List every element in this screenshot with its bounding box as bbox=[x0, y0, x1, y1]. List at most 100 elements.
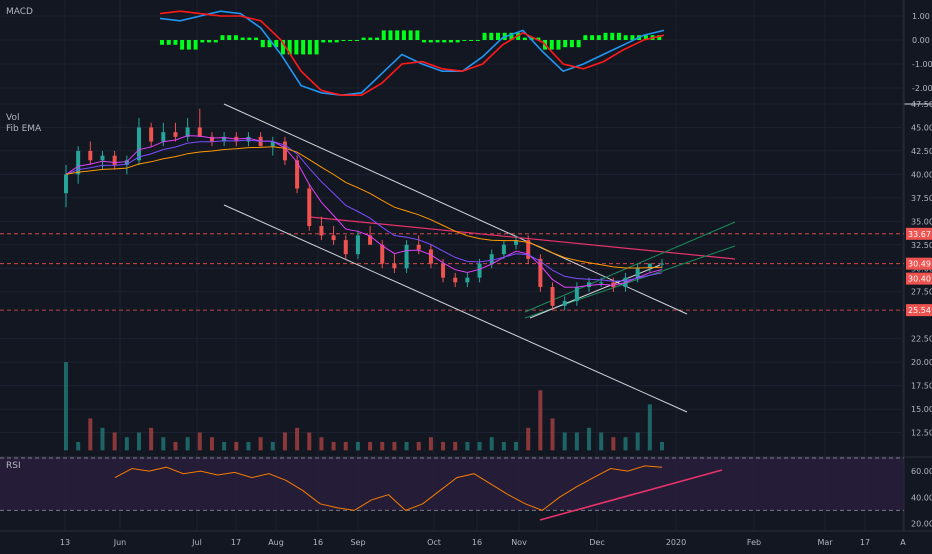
signal-line bbox=[159, 10, 665, 96]
price-label-box bbox=[906, 257, 932, 270]
macd-histogram-bar bbox=[368, 37, 373, 40]
candle-body bbox=[368, 235, 373, 245]
candle-body bbox=[501, 244, 506, 255]
macd-histogram-bar bbox=[643, 35, 648, 40]
candle-body bbox=[209, 136, 214, 142]
volume-bar bbox=[526, 427, 531, 451]
price-label-box bbox=[906, 227, 932, 240]
volume-bar bbox=[76, 441, 81, 451]
volume-bar bbox=[562, 432, 567, 451]
volume-bar bbox=[538, 390, 543, 451]
time-tick-label: Jun bbox=[113, 538, 127, 547]
price-label-text: 30.40 bbox=[908, 275, 931, 284]
volume-bar bbox=[270, 441, 275, 451]
volume-bar bbox=[574, 432, 579, 451]
candle-body bbox=[562, 301, 567, 306]
macd-histogram-bar bbox=[455, 40, 460, 43]
rsi-line bbox=[114, 465, 663, 511]
volume-bar bbox=[307, 432, 312, 451]
macd-histogram-bar bbox=[274, 40, 279, 48]
price-label-box bbox=[906, 304, 932, 317]
volume-bar bbox=[368, 441, 373, 451]
candle-body bbox=[538, 258, 543, 288]
macd-histogram-bar bbox=[207, 40, 212, 43]
time-tick-label: 16 bbox=[313, 538, 323, 547]
time-tick-label: Oct bbox=[427, 538, 441, 547]
macd-histogram-bar bbox=[610, 32, 615, 40]
macd-histogram-bar bbox=[314, 40, 319, 55]
macd-tick-label: -1.00 bbox=[912, 60, 932, 69]
candle-body bbox=[441, 263, 446, 278]
macd-histogram-bar bbox=[583, 35, 588, 40]
candle-body bbox=[647, 263, 652, 269]
price-tick-label: 15.00 bbox=[911, 405, 932, 414]
time-axis[interactable]: 13 Jun Jul 17 Aug 16 Sep Oct 16 Nov Dec 2020 Feb Mar 1… bbox=[60, 538, 906, 547]
volume-bar bbox=[185, 437, 190, 451]
time-tick-label: A bbox=[900, 538, 906, 547]
macd-histogram-bar bbox=[160, 40, 164, 45]
macd-histogram-bar bbox=[166, 40, 171, 45]
rsi-trend-line bbox=[539, 469, 723, 521]
price-label-box bbox=[906, 272, 932, 285]
macd-histogram-bar bbox=[616, 32, 621, 40]
rsi-label: RSI bbox=[6, 461, 21, 471]
macd-histogram-bar bbox=[294, 40, 299, 55]
macd-histogram-bar bbox=[623, 35, 628, 40]
macd-histogram-bar bbox=[254, 37, 259, 40]
volume-bar bbox=[489, 437, 494, 451]
macd-histogram-bar bbox=[240, 37, 245, 40]
volume-bar bbox=[380, 441, 385, 451]
macd-pane[interactable] bbox=[159, 10, 665, 97]
volume-bar bbox=[173, 441, 178, 451]
candle-body bbox=[100, 155, 105, 161]
price-axis[interactable]: 1.00 0.00 -1.00 -2.00 47.50 45.00 42.50 40.00 37… bbox=[906, 12, 932, 528]
volume-bar bbox=[392, 441, 397, 451]
macd-histogram-bar bbox=[556, 40, 561, 50]
volume-bar bbox=[660, 441, 664, 451]
price-label-text: 30.49 bbox=[908, 260, 931, 269]
macd-histogram-bar bbox=[415, 30, 420, 40]
price-tick-label: 17.50 bbox=[911, 382, 932, 391]
volume-bar bbox=[599, 432, 604, 451]
candle-body bbox=[149, 127, 154, 142]
volume-bar bbox=[355, 441, 360, 451]
volume-bar bbox=[295, 427, 300, 451]
candle-body bbox=[380, 244, 385, 264]
volume-bar bbox=[136, 432, 141, 451]
candle-body bbox=[319, 226, 324, 236]
price-tick-label: 12.50 bbox=[911, 429, 932, 438]
macd-histogram-bar bbox=[307, 40, 312, 55]
volume-bar bbox=[428, 437, 433, 451]
time-tick-label: 2020 bbox=[666, 538, 686, 547]
candle-body bbox=[64, 174, 68, 194]
macd-histogram-bar bbox=[469, 40, 474, 41]
price-tick-label: 32.50 bbox=[911, 241, 932, 250]
price-tick-label: 22.50 bbox=[911, 335, 932, 344]
macd-histogram-bar bbox=[442, 40, 447, 43]
volume-bar bbox=[587, 427, 592, 451]
price-label-text: 33.67 bbox=[908, 230, 931, 239]
volume-bar bbox=[623, 437, 628, 451]
candle-body bbox=[222, 136, 227, 142]
macd-histogram-bar bbox=[482, 32, 487, 40]
candle-body bbox=[392, 263, 397, 269]
candle-body bbox=[343, 240, 348, 255]
price-pane[interactable] bbox=[0, 103, 904, 451]
volume-bar bbox=[234, 441, 239, 451]
candle-body bbox=[526, 240, 531, 259]
volume-bar bbox=[501, 441, 506, 451]
rsi-pane[interactable] bbox=[0, 457, 904, 521]
volume-bar bbox=[100, 427, 105, 451]
candle-body bbox=[599, 282, 604, 284]
volume-bar bbox=[161, 437, 166, 451]
candle-body bbox=[489, 254, 494, 264]
ema-line bbox=[65, 135, 663, 288]
volume-bar bbox=[477, 441, 482, 451]
macd-histogram-bar bbox=[569, 40, 574, 48]
candle-body bbox=[197, 127, 202, 137]
volume-bar bbox=[453, 441, 458, 451]
macd-histogram-bar bbox=[448, 40, 453, 43]
rsi-tick-label: 40.00 bbox=[911, 493, 932, 502]
